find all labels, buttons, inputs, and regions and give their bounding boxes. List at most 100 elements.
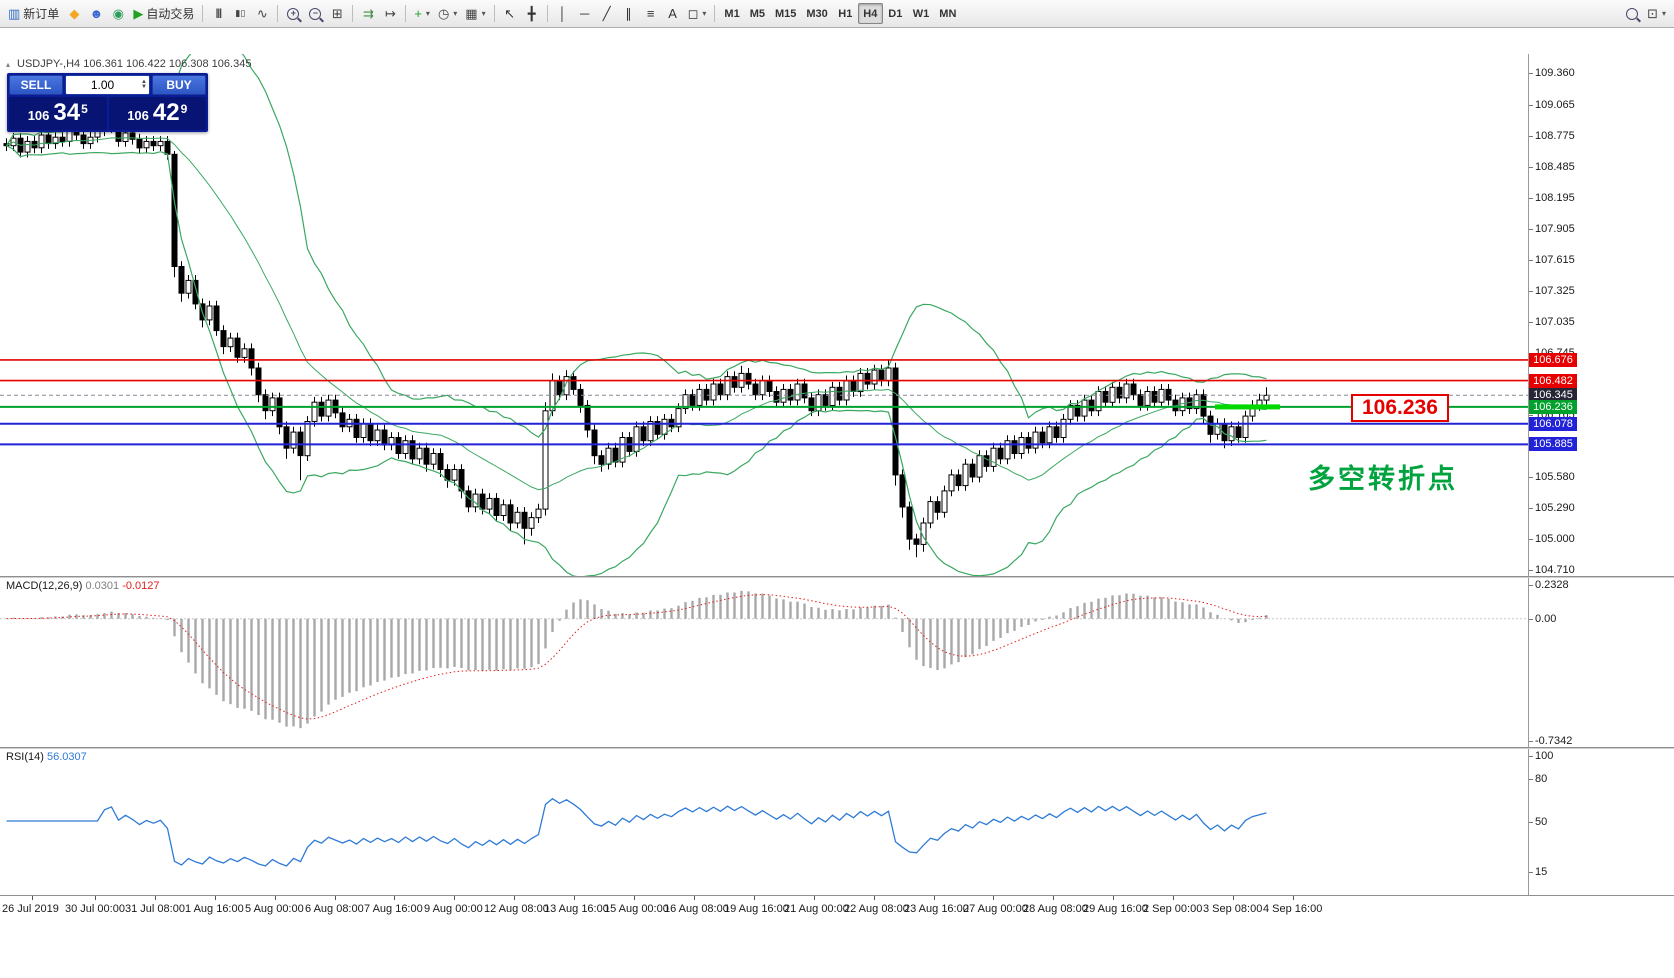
zoom-in-button[interactable]: + bbox=[282, 2, 304, 25]
rsi-line bbox=[6, 797, 1267, 867]
periods-button[interactable]: ◷ ▾ bbox=[434, 2, 461, 25]
rsi-name: RSI(14) bbox=[6, 751, 44, 763]
rsi-label: RSI(14) 56.0307 bbox=[6, 751, 87, 763]
new-order-button[interactable]: ▥ 新订单 bbox=[4, 2, 63, 25]
time-axis-label: 13 Aug 16:00 bbox=[544, 903, 609, 915]
chart-shift-button[interactable]: ↦ bbox=[379, 2, 401, 25]
candle-chart-button[interactable]: ▮▯ bbox=[229, 2, 251, 25]
price-axis-label: 108.775 bbox=[1529, 130, 1575, 142]
metaquotes-button[interactable]: ◆ bbox=[63, 2, 85, 25]
toolbar-separator bbox=[352, 5, 354, 22]
timeframe-m30-button[interactable]: M30 bbox=[801, 3, 832, 24]
time-axis-tick bbox=[95, 896, 96, 900]
text-button[interactable]: A bbox=[662, 2, 684, 25]
timeframe-m5-button[interactable]: M5 bbox=[745, 3, 770, 24]
sell-button[interactable]: SELL bbox=[9, 75, 63, 95]
horizontal-line-icon: ─ bbox=[580, 6, 590, 21]
macd-panel-canvas[interactable] bbox=[0, 578, 1528, 747]
cursor-button[interactable]: ↖ bbox=[499, 2, 521, 25]
line-chart-icon: ∿ bbox=[256, 6, 268, 21]
macd-signal-line bbox=[6, 594, 1267, 720]
time-axis-tick bbox=[1233, 896, 1234, 900]
line-chart-button[interactable]: ∿ bbox=[251, 2, 273, 25]
templates-button[interactable]: ▦ ▾ bbox=[461, 2, 489, 25]
price-level-annotation[interactable]: 106.236 bbox=[1351, 394, 1449, 422]
sell-price-display[interactable]: 106 34 5 bbox=[9, 97, 107, 130]
main-chart-canvas[interactable] bbox=[0, 54, 1528, 576]
macd-label: MACD(12,26,9) 0.0301 -0.0127 bbox=[6, 580, 160, 592]
time-axis-label: 19 Aug 16:00 bbox=[724, 903, 789, 915]
time-axis-label: 6 Aug 08:00 bbox=[305, 903, 364, 915]
macd-axis-label: 0.2328 bbox=[1529, 579, 1569, 591]
toolbar: ▥ 新订单 ◆ ☻ ◉ ▶ 自动交易 ||| ▮▯ ∿ + − ⊞ ⇉ ↦ + ▾ ◷ ▾ ▦ ▾ ↖ ╋ │ ─ ╱ ∥ ≡ A ◻ ▾ M… bbox=[0, 0, 1674, 28]
volume-down-icon[interactable]: ▼ bbox=[141, 84, 147, 90]
price-axis[interactable]: 109.360 109.065 108.775 108.485 108.195 107.9… bbox=[1528, 54, 1674, 895]
timeframe-h1-button[interactable]: H1 bbox=[833, 3, 858, 24]
panel-separator[interactable] bbox=[0, 893, 1674, 895]
fibonacci-icon: ≡ bbox=[646, 6, 655, 21]
panel-separator[interactable] bbox=[0, 576, 1674, 578]
timeframe-mn-button[interactable]: MN bbox=[934, 3, 961, 24]
timeframe-w1-button[interactable]: W1 bbox=[908, 3, 935, 24]
buy-price-big: 42 bbox=[152, 99, 180, 126]
trend-line-button[interactable]: ╱ bbox=[596, 2, 618, 25]
rsi-axis-label: 80 bbox=[1528, 773, 1548, 785]
timeframe-m1-button[interactable]: M1 bbox=[719, 3, 744, 24]
auto-scroll-button[interactable]: ⇉ bbox=[357, 2, 379, 25]
volume-up-icon[interactable]: ▲ bbox=[141, 79, 147, 85]
time-axis-tick bbox=[993, 896, 994, 900]
search-button[interactable] bbox=[1621, 2, 1643, 25]
new-window-button[interactable]: ⊡ ▾ bbox=[1643, 2, 1670, 25]
timeframe-m15-button[interactable]: M15 bbox=[770, 3, 801, 24]
time-axis-tick bbox=[335, 896, 336, 900]
profile-button[interactable]: ☻ bbox=[85, 2, 107, 25]
time-axis-tick bbox=[1173, 896, 1174, 900]
zoom-out-icon: − bbox=[309, 7, 322, 20]
time-axis[interactable]: 26 Jul 2019 30 Jul 00:00 31 Jul 08:00 1 Aug… bbox=[0, 895, 1674, 978]
toolbar-separator bbox=[493, 5, 495, 22]
autotrading-icon: ▶ bbox=[133, 6, 144, 21]
arrows-button[interactable]: ◻ ▾ bbox=[684, 2, 711, 25]
time-axis-label: 27 Aug 00:00 bbox=[963, 903, 1028, 915]
highlight-segment[interactable] bbox=[1215, 404, 1280, 410]
timeframe-group: M1 M5 M15 M30 H1 H4 D1 W1 MN bbox=[719, 3, 961, 24]
buy-button[interactable]: BUY bbox=[152, 75, 206, 95]
price-axis-label: 108.195 bbox=[1529, 192, 1575, 204]
time-axis-label: 16 Aug 08:00 bbox=[664, 903, 729, 915]
volume-input[interactable] bbox=[66, 77, 149, 93]
bar-chart-button[interactable]: ||| bbox=[207, 2, 229, 25]
tile-windows-button[interactable]: ⊞ bbox=[326, 2, 348, 25]
chinese-note-annotation[interactable]: 多空转折点 bbox=[1308, 464, 1458, 494]
auto-scroll-icon: ⇉ bbox=[362, 6, 374, 21]
metaquotes-icon: ◆ bbox=[69, 6, 80, 21]
horizontal-line-button[interactable]: ─ bbox=[574, 2, 596, 25]
time-axis-label: 22 Aug 08:00 bbox=[844, 903, 909, 915]
volume-spinner[interactable]: ▲ ▼ bbox=[141, 77, 147, 93]
price-axis-label: 105.580 bbox=[1529, 471, 1575, 483]
rsi-axis-label: 50 bbox=[1528, 816, 1548, 828]
one-click-collapse-icon[interactable]: ▴ bbox=[6, 60, 11, 69]
equidistant-channel-button[interactable]: ∥ bbox=[618, 2, 640, 25]
rsi-axis-label: 100 bbox=[1528, 750, 1554, 762]
rsi-axis-label: 15 bbox=[1528, 866, 1548, 878]
new-window-caret-icon: ▾ bbox=[1661, 9, 1666, 18]
chart-shift-icon: ↦ bbox=[384, 6, 396, 21]
vertical-line-button[interactable]: │ bbox=[552, 2, 574, 25]
sell-price-sup: 5 bbox=[81, 102, 88, 116]
crosshair-button[interactable]: ╋ bbox=[521, 2, 543, 25]
timeframe-h4-button[interactable]: H4 bbox=[857, 3, 883, 24]
time-axis-tick bbox=[574, 896, 575, 900]
rsi-panel-canvas[interactable] bbox=[0, 749, 1528, 893]
indicators-button[interactable]: + ▾ bbox=[410, 2, 434, 25]
buy-price-display[interactable]: 106 42 9 bbox=[108, 97, 206, 130]
timeframe-d1-button[interactable]: D1 bbox=[883, 3, 908, 24]
autotrading-button[interactable]: ▶ 自动交易 bbox=[129, 2, 198, 25]
fibonacci-button[interactable]: ≡ bbox=[640, 2, 662, 25]
time-axis-tick bbox=[275, 896, 276, 900]
toolbar-separator bbox=[277, 5, 279, 22]
zoom-out-button[interactable]: − bbox=[304, 2, 326, 25]
community-button[interactable]: ◉ bbox=[107, 2, 129, 25]
panel-separator[interactable] bbox=[0, 747, 1674, 749]
price-tag: 106.676 bbox=[1529, 353, 1577, 367]
